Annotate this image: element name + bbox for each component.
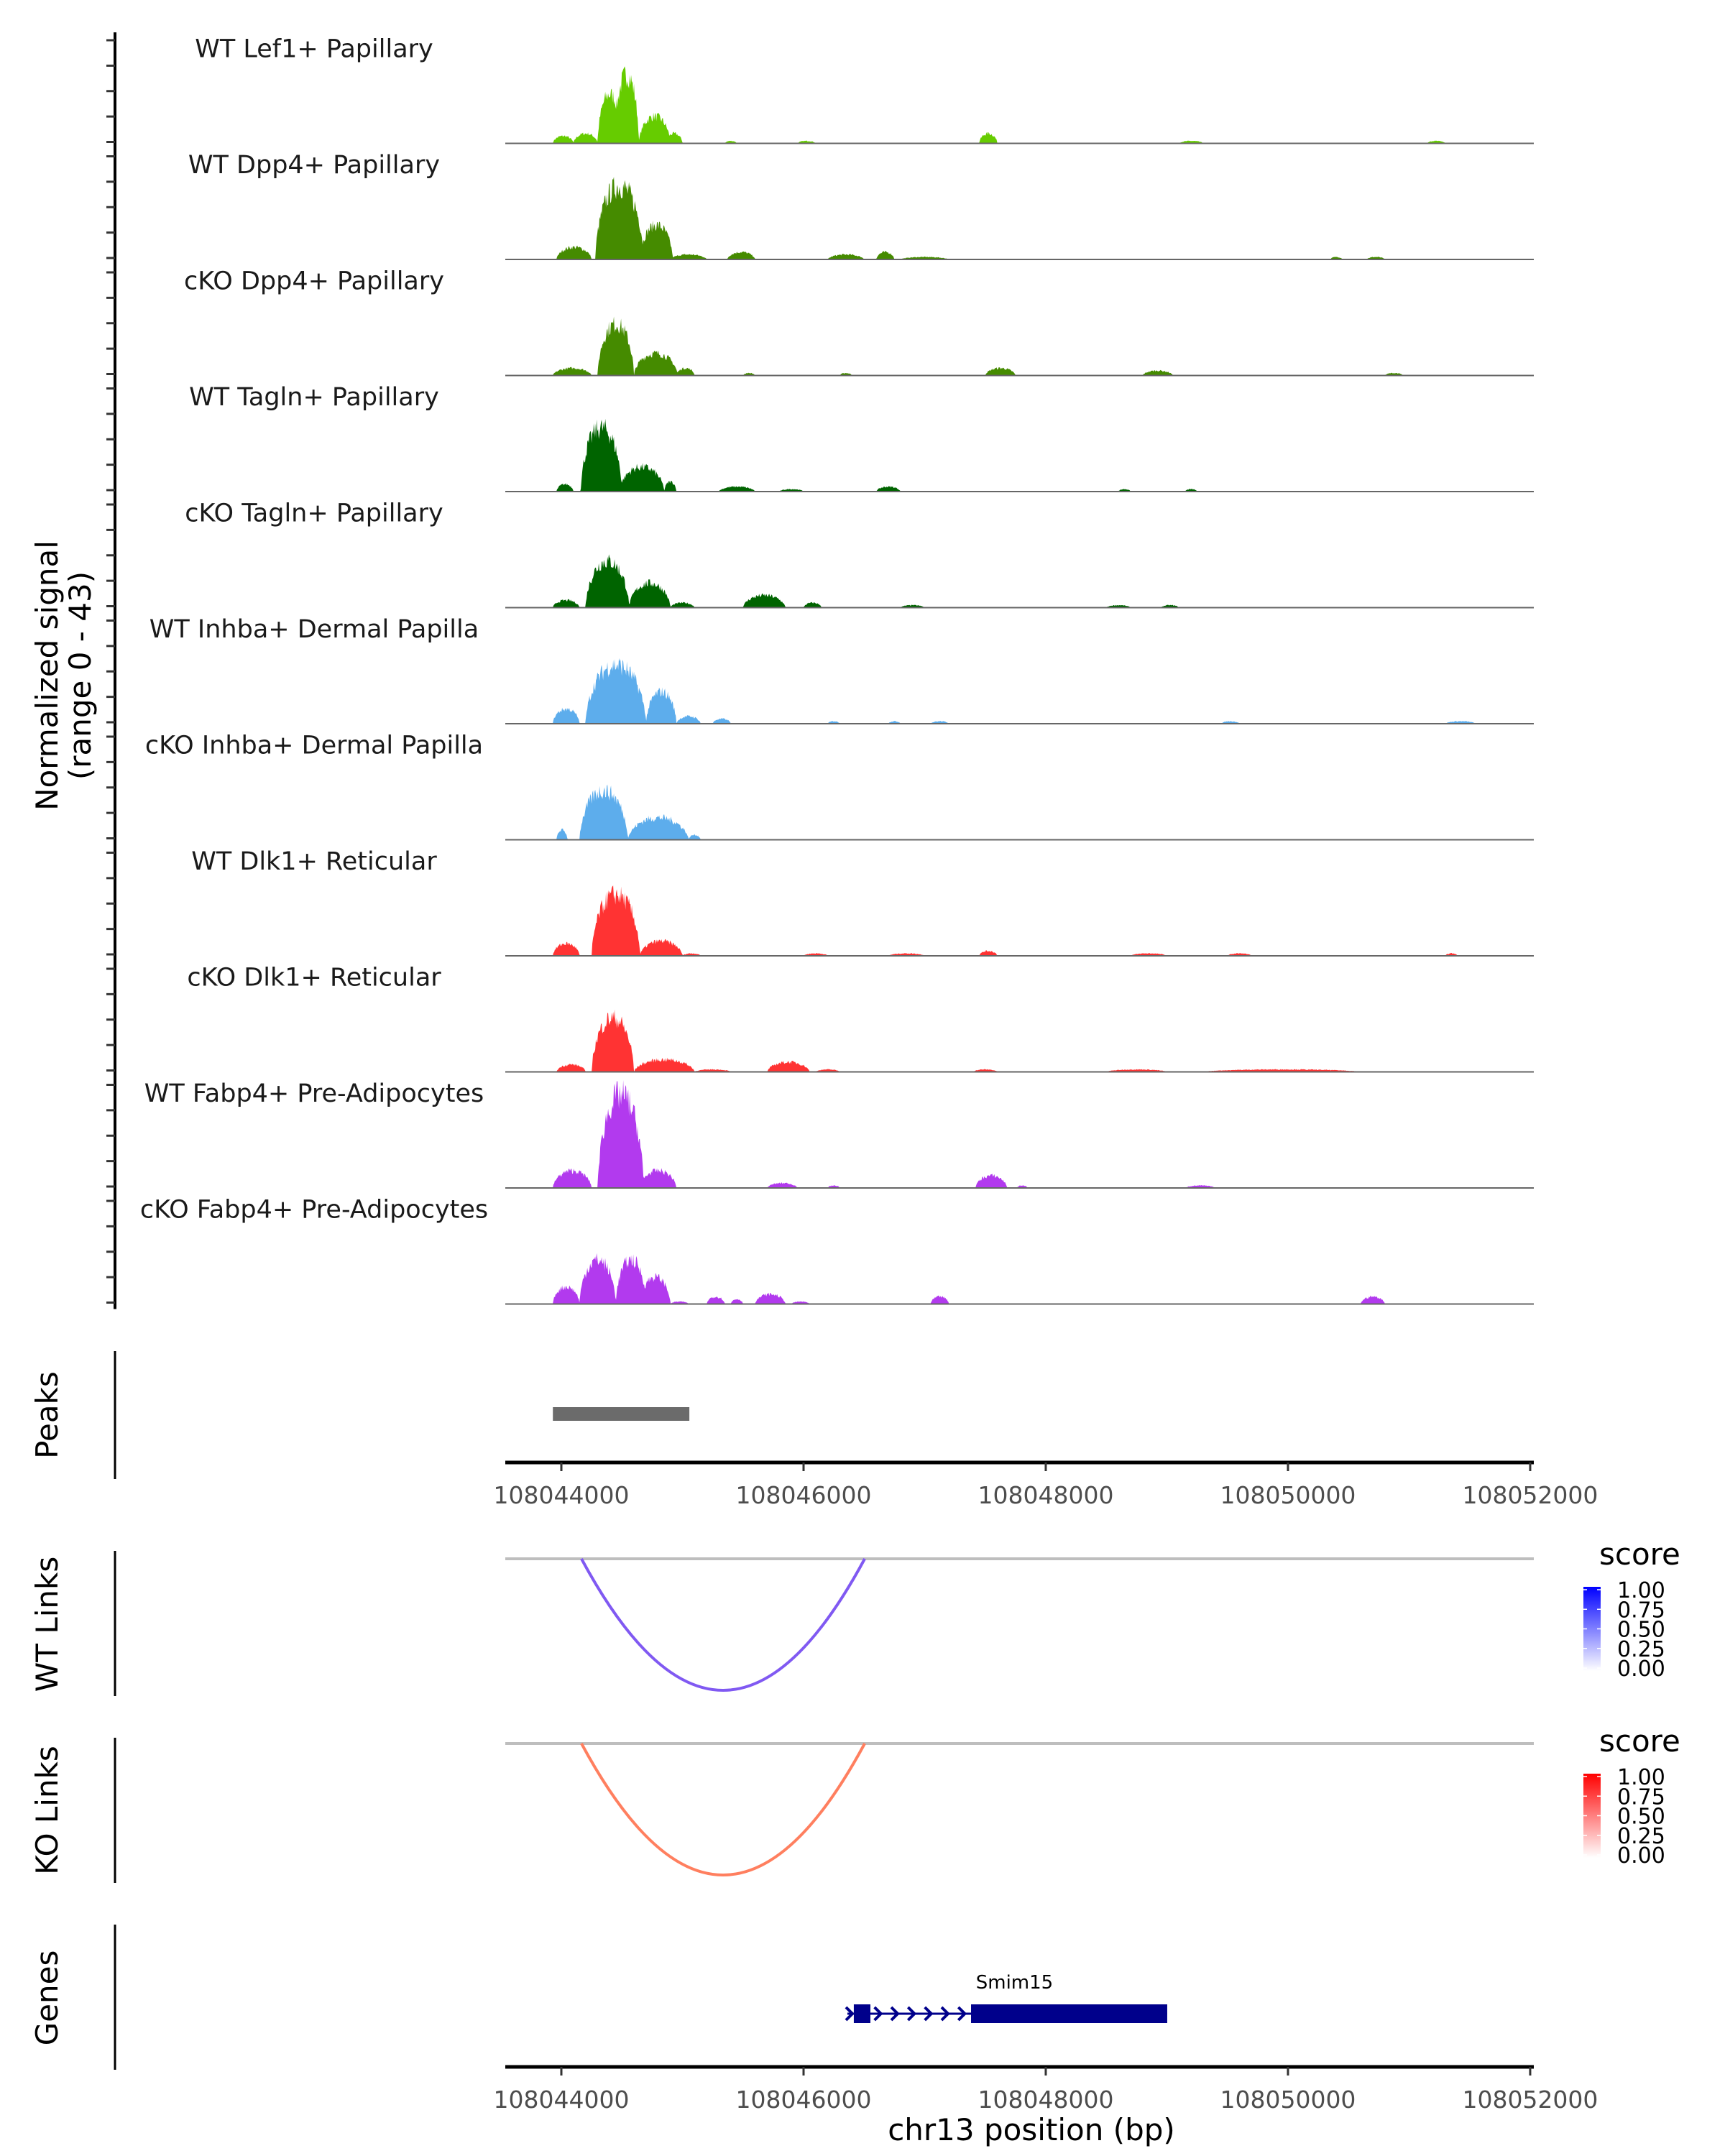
x-tick-label: 108046000 [736, 1481, 872, 1509]
coverage-track: cKO Dpp4+ Papillary [184, 267, 1534, 377]
x-tick-label: 108052000 [1462, 1481, 1598, 1509]
gene-name: Smim15 [976, 1972, 1053, 1994]
peaks-track-label: Peaks [29, 1371, 65, 1459]
coverage-area [505, 1253, 1534, 1304]
coverage-area [505, 885, 1534, 956]
strand-arrow-icon [845, 2006, 855, 2022]
x-tick-label: 108048000 [978, 1481, 1113, 1509]
track-label: cKO Dlk1+ Reticular [187, 964, 441, 992]
ko-links-legend: score 1.000.750.500.250.00 [1583, 1723, 1680, 1869]
track-label: WT Dpp4+ Papillary [188, 151, 440, 180]
wt-links-track [505, 1557, 1534, 1692]
coverage-area [505, 784, 1534, 840]
coverage-y-axis-range: (range 0 - 43) [63, 571, 98, 780]
legend-tick-label: 1.00 [1617, 1578, 1665, 1603]
x-axis-bottom: 108044000 108046000 108048000 108050000 1080… [494, 2065, 1598, 2114]
legend-tick-label: 0.50 [1617, 1805, 1665, 1830]
coverage-area [505, 1009, 1534, 1072]
coverage-y-axis [106, 32, 116, 1309]
strand-arrow-icon [924, 2006, 934, 2022]
legend-title: score [1599, 1723, 1680, 1759]
track-label: WT Dlk1+ Reticular [191, 847, 437, 876]
coverage-area [505, 418, 1534, 492]
x-tick-label: 108050000 [1220, 1481, 1356, 1509]
coverage-track: WT Dlk1+ Reticular [191, 847, 1534, 957]
x-tick-label: 108052000 [1462, 2086, 1598, 2114]
wt-links-legend: score 1.000.750.500.250.00 [1583, 1537, 1680, 1682]
strand-arrow-icon [873, 2006, 883, 2022]
legend-tick-label: 0.50 [1617, 1618, 1665, 1643]
genes-track: Smim15 [845, 1972, 1167, 2023]
wt-links-track-label: WT Links [29, 1557, 65, 1692]
coverage-area [505, 1080, 1534, 1188]
track-label: cKO Inhba+ Dermal Papilla [145, 732, 483, 760]
strand-arrow-icon [940, 2006, 950, 2022]
ko-links-track-label: KO Links [29, 1746, 65, 1875]
link-arc [580, 1743, 866, 1876]
track-label: cKO Dpp4+ Papillary [184, 267, 444, 296]
peaks-track [553, 1407, 690, 1421]
legend-tick-label: 0.00 [1617, 1843, 1665, 1869]
coverage-track: WT Inhba+ Dermal Papilla [150, 615, 1534, 724]
x-tick-label: 108044000 [494, 1481, 630, 1509]
legend-tick-label: 1.00 [1617, 1765, 1665, 1790]
strand-arrow-icon [957, 2006, 967, 2022]
x-tick-label: 108048000 [978, 2086, 1113, 2114]
link-arc [580, 1558, 866, 1692]
legend-tick-label: 0.25 [1617, 1824, 1665, 1849]
legend-tick-label: 0.75 [1617, 1784, 1665, 1810]
coverage-track: WT Fabp4+ Pre-Adipocytes [144, 1079, 1534, 1189]
x-axis-title: chr13 position (bp) [888, 2112, 1175, 2147]
ko-links-track [505, 1742, 1534, 1876]
coverage-track: WT Lef1+ Papillary [195, 35, 1534, 144]
x-tick-label: 108046000 [736, 2086, 872, 2114]
genes-track-label: Genes [29, 1950, 65, 2046]
x-tick-label: 108050000 [1220, 2086, 1356, 2114]
coverage-y-axis-title: Normalized signal [29, 540, 65, 811]
coverage-area [505, 177, 1534, 259]
coverage-area [505, 66, 1534, 144]
gene-exon [971, 2004, 1167, 2023]
coverage-track: cKO Fabp4+ Pre-Adipocytes [140, 1196, 1534, 1305]
peak-region [553, 1407, 690, 1421]
legend-title: score [1599, 1537, 1680, 1572]
legend-tick-label: 0.00 [1617, 1657, 1665, 1682]
coverage-area [505, 554, 1534, 608]
coverage-track: WT Dpp4+ Papillary [188, 151, 1534, 260]
legend-tick-label: 0.25 [1617, 1637, 1665, 1662]
x-tick-label: 108044000 [494, 2086, 630, 2114]
coverage-track: cKO Inhba+ Dermal Papilla [145, 732, 1534, 841]
legend-tick-label: 0.75 [1617, 1598, 1665, 1623]
strand-arrow-icon [906, 2006, 917, 2022]
track-label: WT Inhba+ Dermal Papilla [150, 615, 479, 644]
track-label: cKO Tagln+ Papillary [185, 499, 443, 528]
coverage-area [505, 658, 1534, 724]
track-label: WT Lef1+ Papillary [195, 35, 433, 64]
x-axis-top: 108044000 108046000 108048000 108050000 1080… [494, 1460, 1598, 1509]
coverage-track: WT Tagln+ Papillary [189, 383, 1534, 492]
strand-arrow-icon [890, 2006, 900, 2022]
coverage-tracks: WT Lef1+ Papillary WT Dpp4+ Papillary cKO … [140, 35, 1534, 1305]
coverage-track: cKO Dlk1+ Reticular [187, 964, 1534, 1073]
gene-exon [853, 2004, 871, 2023]
track-label: cKO Fabp4+ Pre-Adipocytes [140, 1196, 488, 1225]
coverage-track: cKO Tagln+ Papillary [185, 499, 1534, 609]
coverage-area [505, 316, 1534, 376]
track-label: WT Fabp4+ Pre-Adipocytes [144, 1079, 484, 1108]
track-label: WT Tagln+ Papillary [189, 383, 439, 412]
